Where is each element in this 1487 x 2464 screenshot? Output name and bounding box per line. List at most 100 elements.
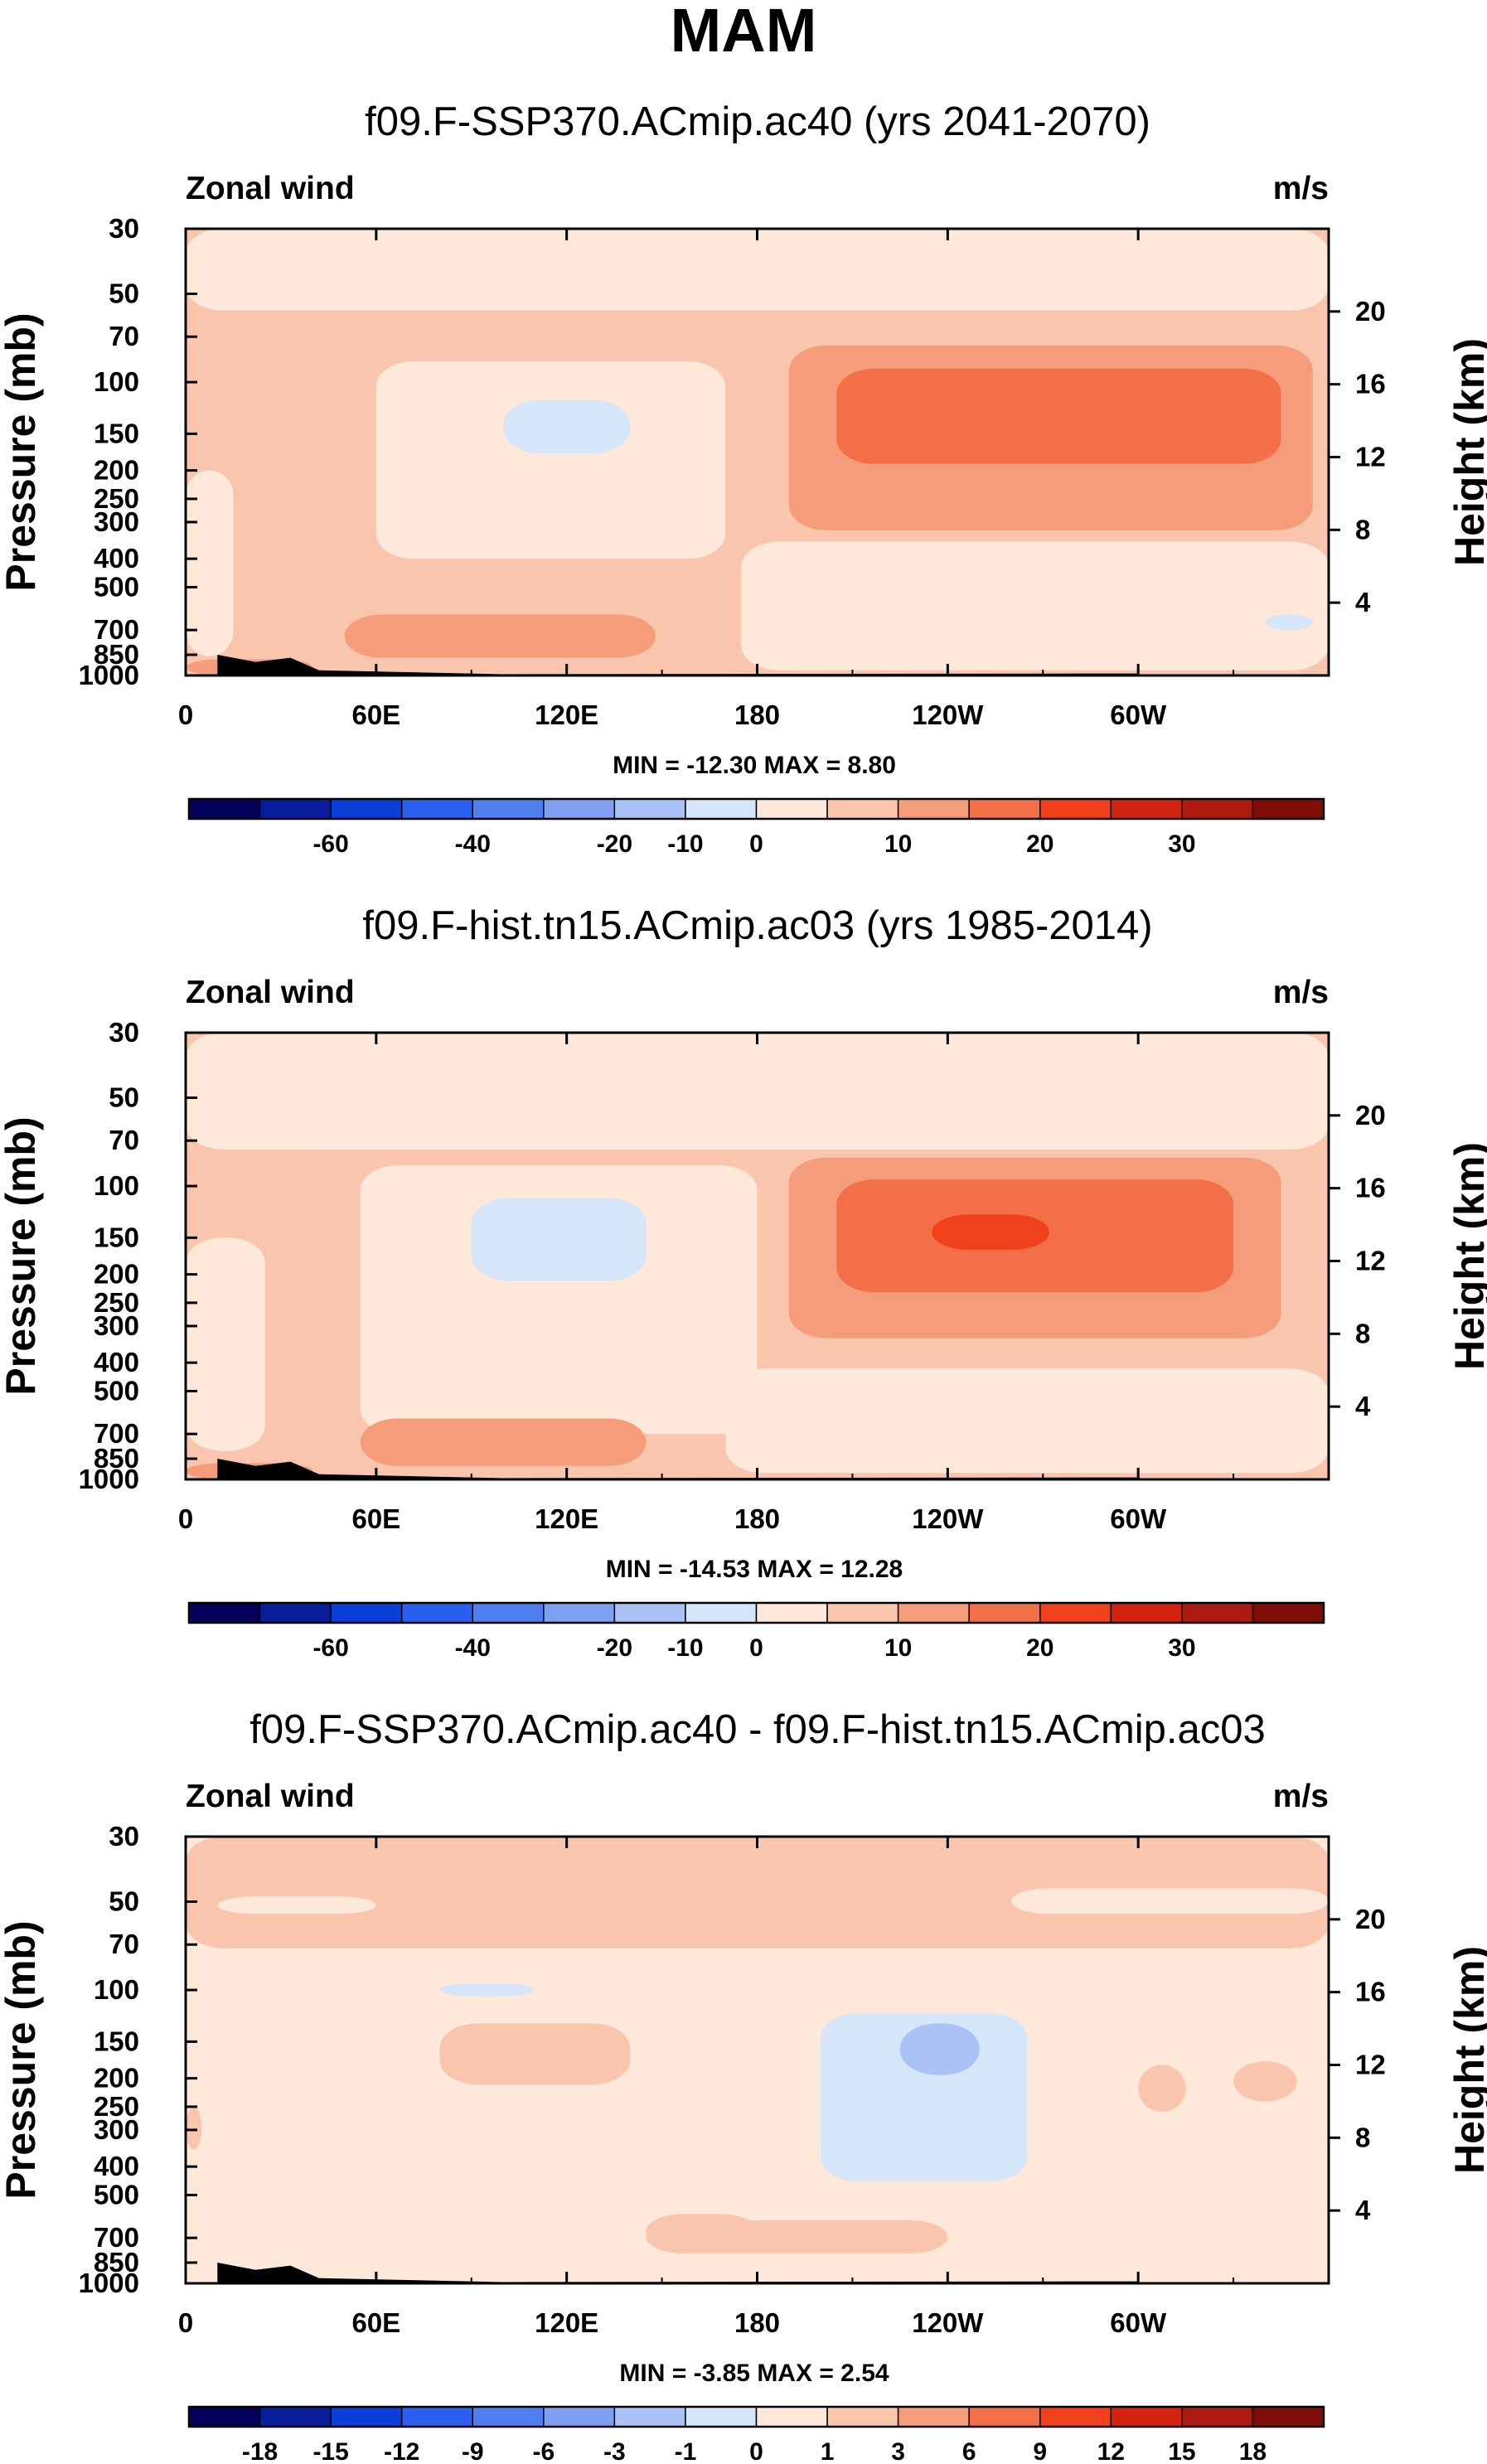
- colorbar-label: -20: [597, 830, 632, 858]
- variable-label: Zonal wind: [186, 1779, 355, 1814]
- y-tick-label: 700: [94, 2222, 139, 2253]
- x-tick-label: 120E: [535, 700, 598, 730]
- colorbar-box: [1252, 1602, 1325, 1624]
- colorbar-box: [1181, 2406, 1254, 2428]
- y-tick-label: 300: [94, 2114, 139, 2145]
- y-tick-label: 70: [109, 1929, 139, 1959]
- height-tick-label: 12: [1355, 1245, 1386, 1276]
- y-tick-label: 250: [94, 483, 139, 514]
- x-tick-label: 60W: [1110, 1503, 1167, 1534]
- contour-region: [186, 1990, 345, 2255]
- colorbar-box: [755, 1602, 828, 1624]
- colorbar-box: [897, 2406, 970, 2428]
- y-tick-label: 250: [94, 1287, 139, 1318]
- x-tick-label: 180: [734, 2307, 780, 2338]
- colorbar-box: [188, 2406, 261, 2428]
- contour-region: [217, 1896, 376, 1915]
- y-tick-label: 700: [94, 1418, 139, 1449]
- contour-region: [186, 470, 234, 656]
- x-tick-label: 60W: [1110, 2307, 1167, 2338]
- y-tick-label: 70: [109, 1125, 139, 1155]
- colorbar-label: -6: [532, 2438, 555, 2464]
- height-tick-label: 12: [1355, 2049, 1386, 2079]
- x-tick-label: 120E: [535, 2307, 598, 2338]
- y-tick-label: 100: [94, 1170, 139, 1201]
- colorbar-box: [259, 2406, 332, 2428]
- colorbar-box: [472, 2406, 545, 2428]
- colorbar-label: 1: [821, 2438, 835, 2464]
- colorbar-label: 18: [1239, 2438, 1267, 2464]
- y-tick-label: 400: [94, 2151, 139, 2181]
- contour-region: [836, 368, 1281, 464]
- colorbar-label: -40: [455, 830, 491, 858]
- height-tick-label: 4: [1355, 1391, 1371, 1421]
- contour-region: [741, 541, 1329, 670]
- colorbar-box: [685, 2406, 758, 2428]
- height-tick-label: 16: [1355, 1173, 1386, 1203]
- y2-axis-title: Height (km): [1446, 1946, 1487, 2174]
- colorbar-label: 9: [1033, 2438, 1047, 2464]
- colorbar-box: [968, 798, 1041, 820]
- colorbar-label: 20: [1026, 1634, 1053, 1662]
- y-tick-label: 500: [94, 571, 139, 602]
- y-tick-label: 500: [94, 2179, 139, 2210]
- contour-region: [360, 1165, 758, 1435]
- colorbar-box: [613, 798, 686, 820]
- variable-label: Zonal wind: [186, 171, 355, 206]
- colorbar-frame: [187, 797, 1325, 821]
- topography: [217, 2263, 1139, 2283]
- colorbar-box: [1039, 2406, 1112, 2428]
- contour-region: [899, 2023, 980, 2075]
- contour-region: [1233, 2061, 1297, 2102]
- colorbar-label: -20: [597, 1634, 632, 1662]
- y-tick-label: 500: [94, 1375, 139, 1406]
- x-tick-label: 120W: [912, 700, 984, 730]
- panel-2: f09.F-hist.tn15.ACmip.ac03 (yrs 1985-201…: [0, 903, 1487, 1662]
- y-tick-label: 100: [94, 1974, 139, 2005]
- x-tick-label: 60E: [351, 1503, 400, 1534]
- colorbar-box: [259, 798, 332, 820]
- x-tick-label: 60W: [1110, 700, 1167, 730]
- contour-region: [503, 399, 631, 454]
- colorbar-box: [543, 1602, 616, 1624]
- contour-region: [1138, 2065, 1186, 2112]
- y-tick-label: 30: [109, 213, 139, 244]
- panel-3: f09.F-SSP370.ACmip.ac40 - f09.F-hist.tn1…: [0, 1707, 1487, 2464]
- min-max-label: MIN = -12.30 MAX = 8.80: [613, 752, 896, 779]
- units-label: m/s: [1273, 171, 1329, 206]
- height-tick-label: 20: [1355, 1904, 1386, 1934]
- figure-title: MAM: [671, 0, 817, 65]
- height-tick-label: 4: [1355, 587, 1371, 617]
- colorbar-label: 6: [962, 2438, 976, 2464]
- x-tick-label: 120W: [912, 1503, 984, 1534]
- colorbar-box: [188, 1602, 261, 1624]
- panel-title: f09.F-hist.tn15.ACmip.ac03 (yrs 1985-201…: [362, 903, 1152, 948]
- contour-region: [186, 1237, 265, 1451]
- contour-region: [360, 1418, 647, 1466]
- contour-region: [344, 614, 656, 658]
- colorbar-label: -3: [603, 2438, 626, 2464]
- colorbar-label: -15: [312, 2438, 348, 2464]
- y-tick-label: 400: [94, 543, 139, 574]
- contour-region: [186, 2106, 202, 2150]
- colorbar-box: [1110, 1602, 1183, 1624]
- colorbar-box: [826, 1602, 899, 1624]
- colorbar-box: [826, 798, 899, 820]
- units-label: m/s: [1273, 1779, 1329, 1814]
- variable-label: Zonal wind: [186, 975, 355, 1010]
- contour-region: [439, 1983, 535, 1997]
- x-tick-label: 180: [734, 700, 780, 730]
- y-tick-label: 200: [94, 455, 139, 486]
- colorbar-box: [472, 1602, 545, 1624]
- y-tick-label: 50: [109, 278, 139, 309]
- colorbar-box: [1181, 1602, 1254, 1624]
- y-tick-label: 700: [94, 614, 139, 645]
- colorbar-box: [330, 798, 403, 820]
- y-tick-label: 50: [109, 1886, 139, 1917]
- colorbar-box: [685, 1602, 758, 1624]
- contour-region: [375, 361, 726, 559]
- height-tick-label: 8: [1355, 1318, 1370, 1348]
- colorbar-label: -1: [675, 2438, 697, 2464]
- y-tick-label: 50: [109, 1082, 139, 1113]
- x-tick-label: 0: [178, 2307, 193, 2338]
